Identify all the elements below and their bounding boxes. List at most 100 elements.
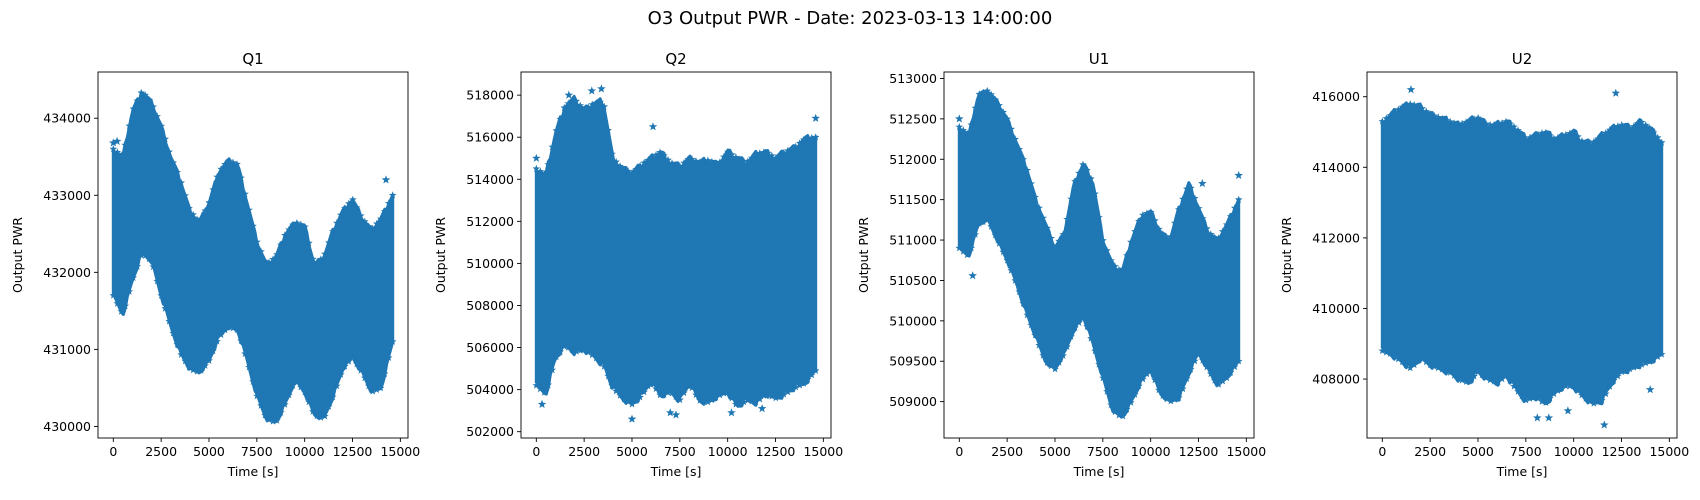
x-tick-label: 5000 [616,444,648,459]
data-point [995,239,1003,247]
subplot-title: U1 [1089,50,1110,68]
x-tick-label: 2500 [568,444,600,459]
data-point [580,105,588,114]
data-point [680,159,688,167]
data-point [1179,384,1187,393]
data-point [1566,129,1574,137]
data-point [1103,246,1111,254]
data-point [1222,373,1231,382]
data-point [329,392,337,401]
data-point [293,219,301,227]
data-point [333,219,341,227]
data-point-outlier [1234,170,1243,180]
data-point [265,258,273,266]
data-point [233,160,241,168]
data-point [1546,394,1554,402]
data-point [1482,119,1490,128]
data-point [1653,133,1662,141]
data-point [1606,382,1614,390]
data-point [1454,374,1462,382]
data-point [1641,359,1650,367]
data-point [1450,119,1458,127]
data-point [780,148,788,156]
data-point [1637,118,1646,126]
x-tick-label: 12500 [1602,444,1642,459]
data-point [1418,104,1426,112]
data-point [285,391,293,399]
data-point [580,345,588,353]
data-point [1458,119,1466,127]
data-point [201,206,209,214]
data-point [1526,133,1534,141]
data-point [1111,407,1119,416]
data-point [1003,115,1011,123]
data-point [1554,133,1562,141]
data-point [1099,236,1107,244]
data-point [708,157,716,166]
data-point [265,415,273,423]
data-point [724,148,732,156]
data-point [592,354,600,362]
data-point [1163,395,1171,403]
data-point [1466,376,1474,384]
subplots-container: 0 2500 5000 7500 10000 12500 15000 430000 431000… [10,50,1689,479]
data-point [1175,205,1183,213]
data-point [253,237,261,246]
data-point [1629,122,1638,130]
data-point [632,165,640,173]
axes-frame [520,71,832,439]
data-point [257,247,265,255]
data-point [1614,122,1622,130]
data-point [157,122,165,130]
data-point [1645,124,1654,132]
data-point [1123,251,1131,259]
data-point [193,367,201,375]
y-axis-label: Output PWR [856,217,871,293]
data-point [536,384,545,393]
data-point [297,220,305,228]
data-point [700,397,708,405]
data-point [1618,121,1626,129]
data-point [1382,348,1391,356]
data-point [145,254,153,263]
data-point [364,222,373,230]
data-point [1546,131,1554,139]
y-tick-label: 510000 [889,313,937,328]
y-tick-label: 506000 [466,340,514,355]
y-tick-label: 430000 [43,419,91,434]
data-point [584,348,592,356]
x-tick-label: 5000 [1039,444,1071,459]
x-tick-label: 0 [955,444,963,459]
data-point [153,277,161,285]
data-point [113,148,122,156]
data-point [133,262,142,270]
figure-title: O3 Output PWR - Date: 2023-03-13 14:00:0… [648,8,1053,29]
data-point-outlier [109,138,118,147]
data-point [1594,397,1602,406]
data-point [656,390,664,399]
data-point [672,161,680,169]
data-point [999,108,1007,116]
data-point [225,322,233,330]
data-point [1378,117,1387,125]
y-tick-label: 511500 [889,192,937,207]
data-point [1015,145,1023,153]
data-point [213,337,221,345]
data-point [764,149,772,157]
data-point [1446,368,1454,376]
data-point [811,366,820,374]
data-point [1043,224,1051,232]
data-point [620,395,628,403]
data-point [1095,213,1103,221]
series-q2 [532,84,820,423]
data-point [1167,397,1175,405]
data-point [368,224,377,232]
data-point [604,372,612,380]
data-point [584,103,592,111]
data-point [608,150,616,158]
data-point [1542,398,1550,406]
data-point [564,343,572,351]
data-point [696,396,704,404]
data-point [532,381,541,389]
data-point [1434,113,1442,121]
